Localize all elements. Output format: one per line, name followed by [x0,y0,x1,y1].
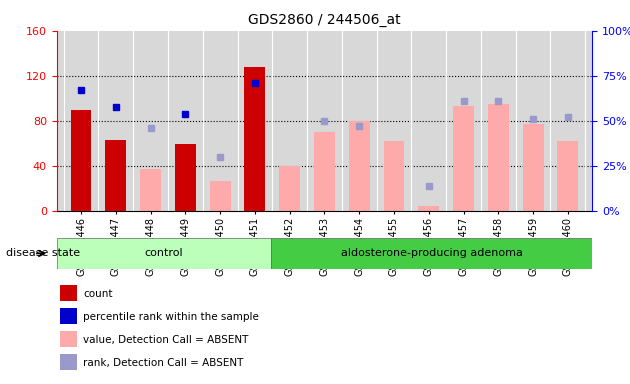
Bar [279,166,300,211]
Bar [210,181,231,211]
Bar [418,205,439,211]
Bar [349,121,370,211]
Bar [453,106,474,211]
Bar [314,132,335,211]
Bar [60,331,77,347]
Bar [71,110,91,211]
Bar [175,144,196,211]
Text: disease state: disease state [6,248,81,258]
Bar [523,124,544,211]
Bar [105,140,126,211]
Bar [558,141,578,211]
Title: GDS2860 / 244506_at: GDS2860 / 244506_at [248,13,401,27]
Text: control: control [144,248,183,258]
Bar [140,169,161,211]
Bar [60,354,77,370]
Text: rank, Detection Call = ABSENT: rank, Detection Call = ABSENT [83,358,243,368]
Text: value, Detection Call = ABSENT: value, Detection Call = ABSENT [83,335,248,345]
Bar [60,285,77,301]
Text: aldosterone-producing adenoma: aldosterone-producing adenoma [341,248,522,258]
Bar [57,238,271,269]
Bar [384,141,404,211]
Bar [271,238,592,269]
Bar [244,67,265,211]
Bar [488,104,509,211]
Text: count: count [83,289,112,299]
Bar [60,308,77,324]
Text: percentile rank within the sample: percentile rank within the sample [83,312,259,322]
